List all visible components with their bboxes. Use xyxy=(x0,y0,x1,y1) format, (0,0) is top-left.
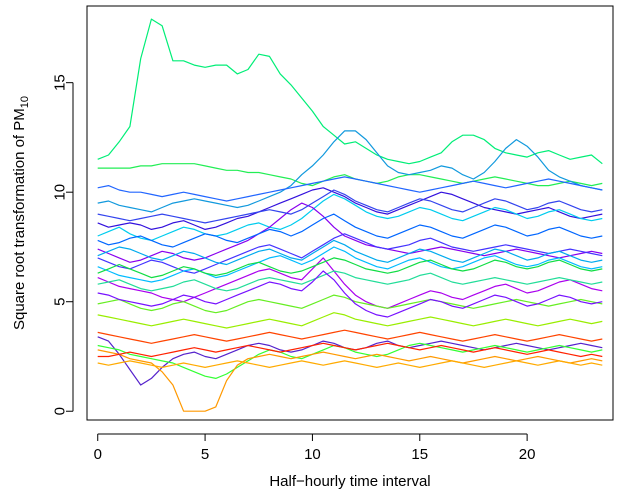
series-lines xyxy=(97,18,603,412)
series-line-12 xyxy=(97,294,603,314)
series-line-11 xyxy=(97,270,603,292)
series-line-6 xyxy=(97,193,603,241)
y-axis-label-main: Square root transformation of PM xyxy=(11,108,28,330)
y-axis: 0 5 10 15 xyxy=(52,74,74,415)
series-line-16 xyxy=(97,342,603,379)
y-tick-label: 0 xyxy=(52,407,69,415)
series-line-3 xyxy=(97,130,603,213)
series-line-4 xyxy=(97,176,603,202)
series-line-13 xyxy=(97,312,603,329)
x-tick-label: 10 xyxy=(304,446,321,463)
y-tick-label: 10 xyxy=(52,184,69,201)
series-line-14 xyxy=(97,329,603,344)
series-line-24 xyxy=(97,189,603,224)
series-line-19 xyxy=(97,342,603,358)
series-line-1 xyxy=(97,18,603,165)
y-tick-label: 5 xyxy=(52,298,69,306)
plot-frame xyxy=(86,5,614,421)
x-tick-label: 20 xyxy=(519,446,536,463)
x-tick-label: 0 xyxy=(94,446,102,463)
series-line-10 xyxy=(97,257,603,309)
y-tick-label: 15 xyxy=(52,74,69,91)
y-axis-label-subscript: 10 xyxy=(19,96,31,108)
series-line-20 xyxy=(97,213,603,248)
x-tick-label: 15 xyxy=(411,446,428,463)
series-line-22 xyxy=(97,270,603,318)
series-line-9 xyxy=(97,246,603,283)
series-line-5 xyxy=(97,187,603,230)
series-line-18 xyxy=(97,360,603,368)
x-axis-label: Half−hourly time interval xyxy=(269,473,430,490)
series-line-23 xyxy=(97,257,603,279)
y-axis-label: Square root transformation of PM10 xyxy=(11,96,31,330)
x-axis: 0 5 10 15 20 xyxy=(94,433,536,463)
series-line-2 xyxy=(97,163,603,187)
series-line-7 xyxy=(97,202,603,263)
series-line-21 xyxy=(97,239,603,266)
series-line-17 xyxy=(97,349,603,412)
series-line-8 xyxy=(97,233,603,274)
x-tick-label: 5 xyxy=(201,446,209,463)
